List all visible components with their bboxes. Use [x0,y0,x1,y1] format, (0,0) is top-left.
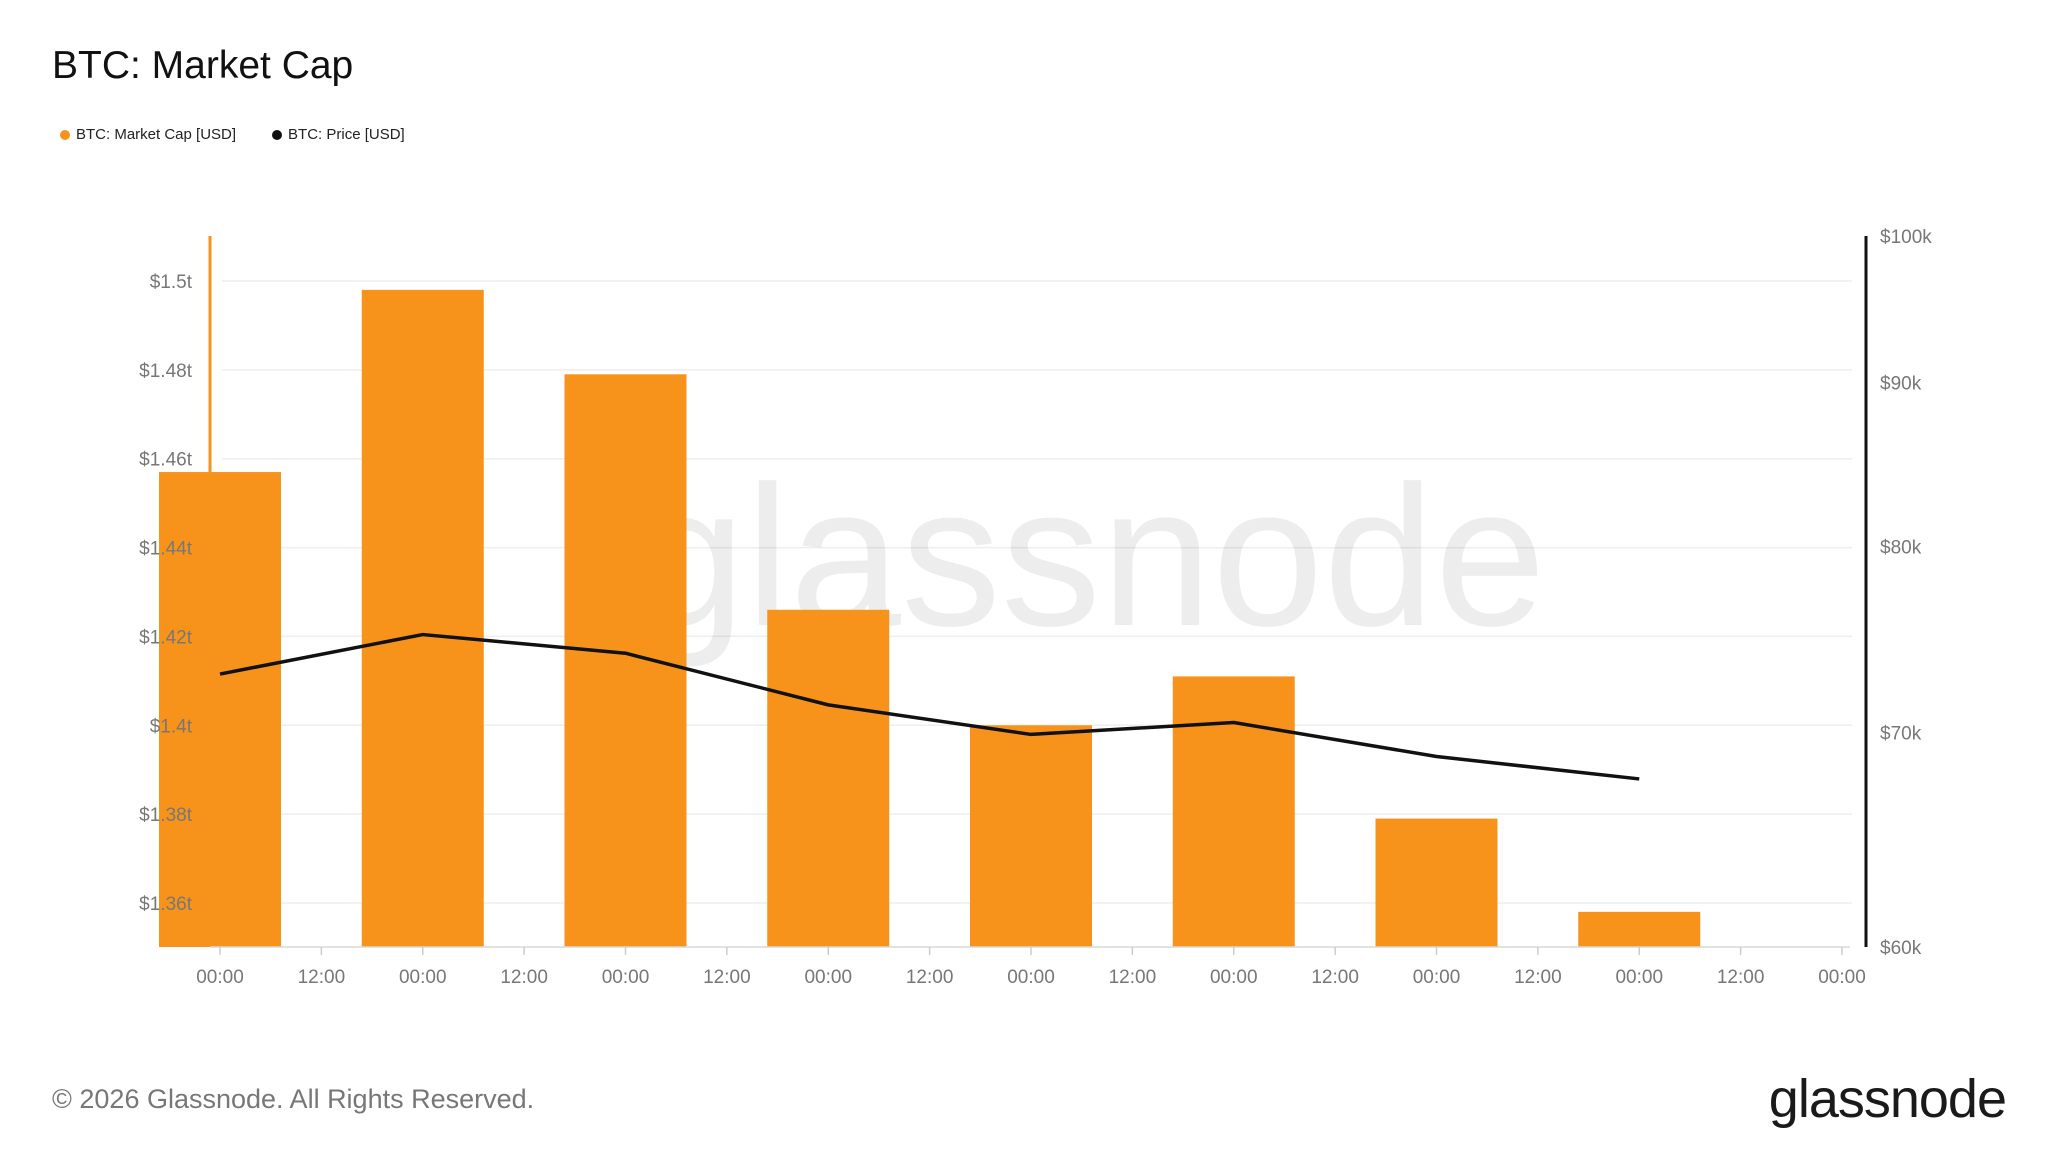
legend-dot-market-cap [60,129,70,140]
x-tick-label: 00:00 [602,967,650,988]
price-line-group [219,632,1640,781]
x-tick-label: 12:00 [500,967,548,988]
left-tick-label: $1.48t [139,361,193,382]
x-tick-label: 00:00 [1007,967,1055,988]
legend: BTC: Market Cap [USD] BTC: Price [USD] [60,126,405,143]
left-tick-label: $1.46t [139,450,193,471]
x-axis-ticks: 00:00 12:00 00:00 12:00 00:00 12:00 00:00 12:00… [196,947,1866,988]
glassnode-logo: glassnode [1768,1069,2007,1129]
x-tick-label: 12:00 [1311,967,1359,988]
right-tick-label: $100k [1880,227,1932,248]
market-cap-bar [767,609,890,947]
left-axis-ticks: $1.36t $1.38t $1.4t $1.42t $1.44t $1.46t $1.48… [139,272,193,915]
x-tick-label: 12:00 [1109,967,1157,988]
x-tick-label: 12:00 [906,967,954,988]
bars [159,289,1701,947]
x-tick-label: 12:00 [1717,967,1765,988]
legend-label-market-cap: BTC: Market Cap [USD] [76,126,237,143]
legend-label-price: BTC: Price [USD] [288,126,405,143]
chart-title: BTC: Market Cap [52,44,354,87]
right-tick-label: $90k [1880,374,1922,395]
x-tick-label: 00:00 [399,967,447,988]
left-tick-label: $1.38t [139,805,193,826]
left-tick-label: $1.5t [150,272,193,293]
legend-dot-price [272,129,283,140]
market-cap-bar [1172,676,1295,947]
x-tick-label: 00:00 [1615,967,1663,988]
price-line [219,632,1640,781]
market-cap-bar [1578,911,1701,947]
left-tick-label: $1.36t [139,894,193,915]
left-tick-label: $1.44t [139,539,193,560]
x-tick-label: 12:00 [703,967,751,988]
market-cap-bar [159,472,281,947]
legend-item-price[interactable]: BTC: Price [USD] [272,126,405,143]
market-cap-bar [564,374,687,947]
market-cap-bar [970,725,1092,947]
left-tick-label: $1.4t [150,716,193,737]
x-tick-label: 12:00 [298,967,346,988]
right-axis-ticks: $60k $70k $80k $90k $100k [1880,227,1932,959]
left-tick-label: $1.42t [139,627,193,648]
market-cap-bar [1375,818,1498,947]
right-tick-label: $60k [1880,938,1922,959]
footer-copyright: © 2026 Glassnode. All Rights Reserved. [52,1084,535,1114]
market-cap-bar [361,289,484,947]
legend-item-market-cap[interactable]: BTC: Market Cap [USD] [60,126,236,143]
right-tick-label: $70k [1880,723,1922,744]
x-tick-label: 00:00 [1818,967,1866,988]
x-tick-label: 00:00 [196,967,244,988]
axes [208,236,1868,948]
x-tick-label: 12:00 [1514,967,1562,988]
x-tick-label: 00:00 [804,967,852,988]
x-tick-label: 00:00 [1210,967,1258,988]
x-tick-label: 00:00 [1413,967,1461,988]
right-tick-label: $80k [1880,538,1922,559]
